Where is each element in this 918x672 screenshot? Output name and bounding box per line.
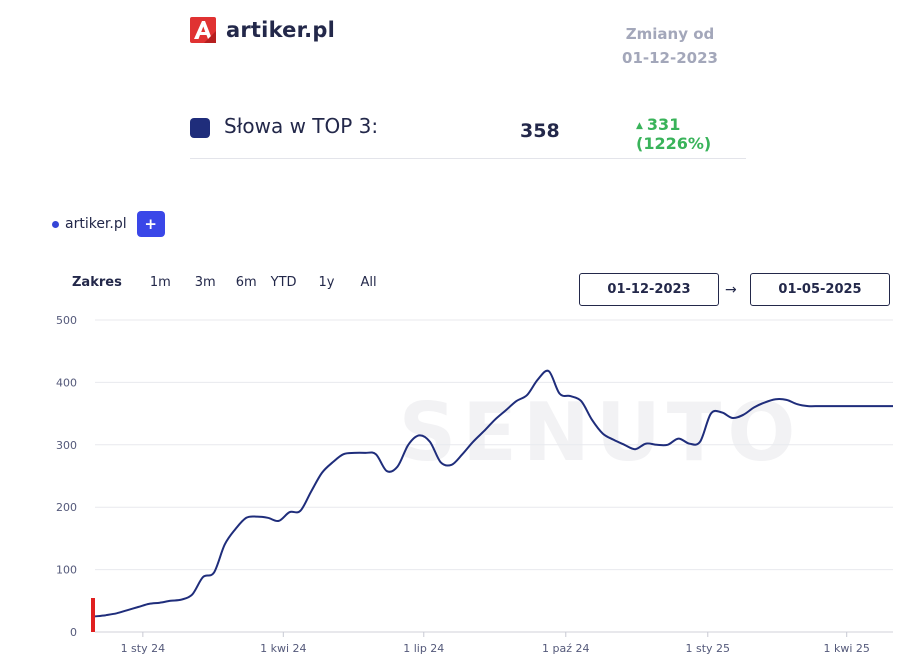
metric-label: Słowa w TOP 3: xyxy=(224,114,379,138)
range-ytd-button[interactable]: YTD xyxy=(270,275,297,290)
metric-delta: ▲ 331 (1226%) xyxy=(636,115,746,153)
metric-row: Słowa w TOP 3: 358 ▲ 331 (1226%) xyxy=(190,112,746,159)
changes-date: 01-12-2023 xyxy=(622,49,718,67)
brand-name: artiker.pl xyxy=(226,18,335,42)
add-domain-button[interactable]: + xyxy=(136,211,165,237)
series-dot-icon xyxy=(52,220,59,228)
x-tick-label: 1 paź 24 xyxy=(542,642,590,655)
y-tick-label: 500 xyxy=(56,314,77,327)
x-tick-label: 1 sty 25 xyxy=(686,642,731,655)
y-tick-label: 200 xyxy=(56,501,77,514)
y-tick-label: 300 xyxy=(56,439,77,452)
artiker-logo-icon xyxy=(190,17,216,43)
legend-domain[interactable]: artiker.pl xyxy=(65,216,127,232)
up-triangle-icon: ▲ xyxy=(636,121,643,131)
x-tick-label: 1 sty 24 xyxy=(121,642,166,655)
date-start-input[interactable]: 01-12-2023 xyxy=(579,273,719,306)
series-line-artiker xyxy=(94,369,893,618)
range-selector: Zakres 1m 3m 6m YTD 1y All xyxy=(72,275,377,290)
senuto-watermark: SENUTO xyxy=(399,386,802,479)
x-tick-label: 1 lip 24 xyxy=(403,642,444,655)
date-range-arrow-icon: → xyxy=(725,282,737,298)
range-3m-button[interactable]: 3m xyxy=(194,275,216,290)
x-tick-label: 1 kwi 24 xyxy=(260,642,306,655)
changes-label: Zmiany od xyxy=(625,25,715,43)
x-axis: 1 sty 24 1 kwi 24 1 lip 24 1 paź 24 1 sty 25… xyxy=(121,632,870,655)
brand-logo[interactable]: artiker.pl xyxy=(190,17,335,43)
metric-delta-value: 331 (1226%) xyxy=(636,115,712,153)
range-1y-button[interactable]: 1y xyxy=(318,275,335,290)
y-tick-label: 100 xyxy=(56,564,77,577)
metric-value: 358 xyxy=(520,120,560,142)
range-6m-button[interactable]: 6m xyxy=(235,275,257,290)
y-tick-label: 400 xyxy=(56,376,77,389)
y-tick-label: 0 xyxy=(70,626,77,639)
date-end-input[interactable]: 01-05-2025 xyxy=(750,273,890,306)
chart-grid xyxy=(95,319,893,633)
x-tick-label: 1 kwi 25 xyxy=(823,642,869,655)
metric-color-swatch xyxy=(190,118,210,138)
y-axis: 0 100 200 300 400 500 xyxy=(56,314,77,639)
changes-since: Zmiany od 01-12-2023 xyxy=(600,22,740,70)
range-label: Zakres xyxy=(72,275,122,290)
plot-area xyxy=(91,369,893,632)
range-all-button[interactable]: All xyxy=(360,275,377,290)
range-1m-button[interactable]: 1m xyxy=(149,275,171,290)
chart-legend: artiker.pl + xyxy=(52,211,165,237)
